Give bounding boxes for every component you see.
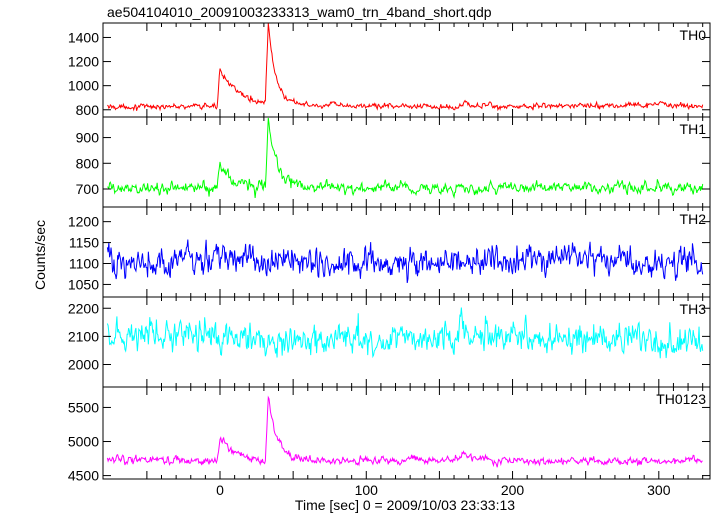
panel-th0123: 4500 5000 5500 TH0123 [68,386,711,484]
y-tick-label: 5500 [68,399,99,415]
y-tick-label: 5000 [68,434,99,450]
series-line-th0 [107,23,704,112]
panel-th2: 1050 1100 1150 1200 TH2 [68,206,711,298]
series-line-th2 [106,239,704,284]
y-tick-label: 700 [76,181,100,197]
y-tick-label: 1400 [68,29,99,45]
panel-th1: 700 800 900 TH1 [76,116,711,208]
panel-th0: 800 1000 1200 1400 TH0 [68,22,711,118]
y-tick-label: 900 [76,130,100,146]
x-tick-label: 0 [216,482,224,498]
y-tick-label: 1100 [69,256,99,272]
y-tick-label: 1150 [69,235,99,251]
y-tick-label: 800 [76,102,100,118]
x-tick-label: 100 [355,482,379,498]
panel-frame [102,116,711,208]
chart-title: ae504104010_20091003233313_wam0_trn_4ban… [107,4,492,20]
panel-label: TH0123 [656,391,706,407]
x-axis-label: Time [sec] 0 = 2009/10/03 23:33:13 [295,497,515,513]
y-tick-label: 800 [76,155,100,171]
panel-label: TH3 [680,301,707,317]
panel-label: TH2 [680,211,707,227]
panel-label: TH0 [680,27,707,43]
series-line-th1 [107,117,704,200]
y-tick-label: 2200 [68,300,99,316]
x-tick-label: 200 [501,482,525,498]
panel-frame [102,296,711,388]
y-tick-label: 1000 [68,78,99,94]
y-tick-label: 1050 [68,276,99,292]
y-tick-label: 4500 [68,468,99,484]
panel-frame [102,22,711,118]
y-tick-label: 1200 [68,214,99,230]
y-tick-label: 2000 [68,357,99,373]
y-tick-label: 1200 [68,54,99,70]
panel-label: TH1 [680,121,707,137]
series-line-th0123 [106,395,703,468]
x-tick-label: 300 [647,482,671,498]
panel-frame [102,386,711,480]
panel-th3: 2000 2100 2200 TH3 [68,296,711,388]
series-line-th3 [106,307,704,359]
y-tick-label: 2100 [68,328,99,344]
y-axis-label: Counts/sec [32,220,48,290]
